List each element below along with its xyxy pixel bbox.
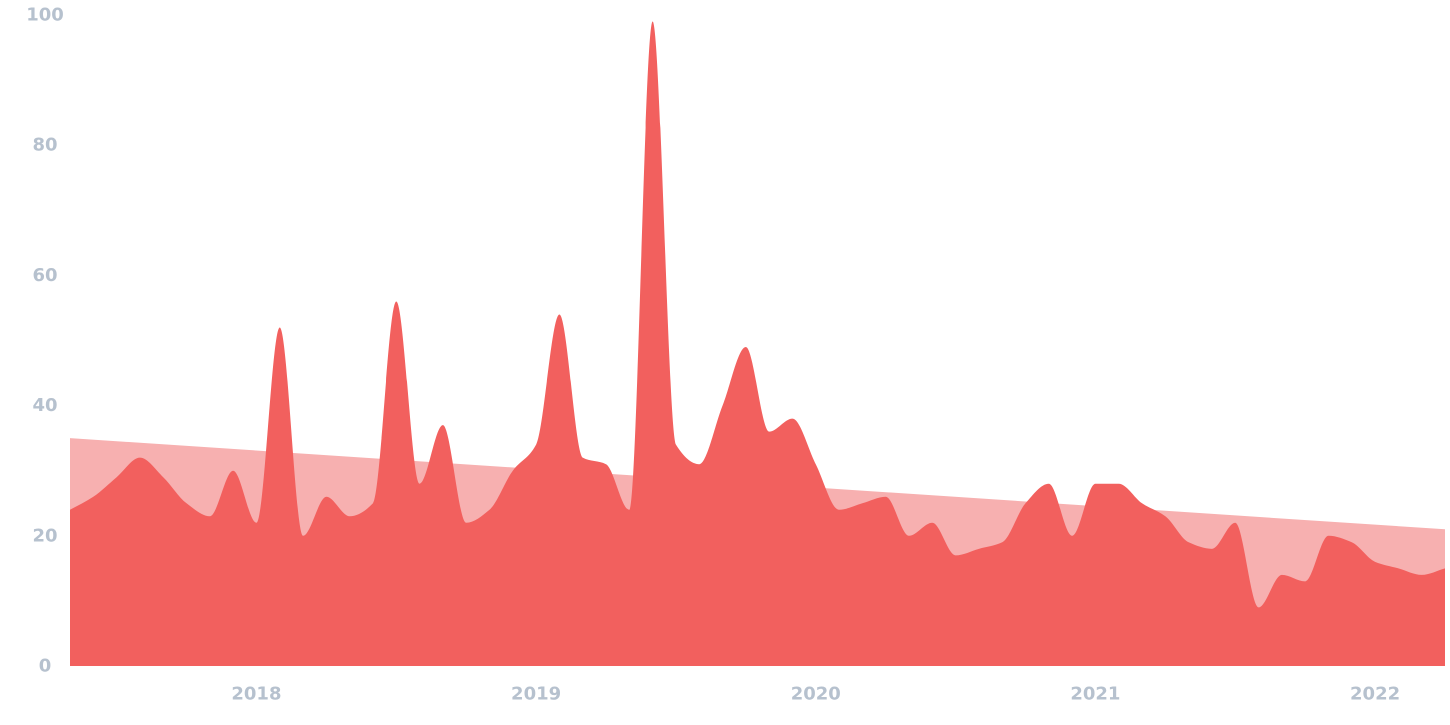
x-tick-label: 2019 [511,684,561,705]
monthly-area-layer [70,21,1445,666]
y-tick-label: 100 [26,5,64,26]
y-tick-label: 20 [32,525,57,546]
x-tick-label: 2021 [1070,684,1120,705]
y-tick-label: 0 [39,656,52,677]
monthly-area [70,21,1445,666]
x-axis: 2018 2019 2020 2021 2022 [231,684,1400,705]
y-tick-label: 80 [32,135,57,156]
y-tick-label: 40 [32,395,57,416]
y-tick-label: 60 [32,265,57,286]
y-axis: 0 20 40 60 80 100 [26,5,64,677]
x-tick-label: 2018 [231,684,281,705]
x-tick-label: 2020 [791,684,841,705]
x-tick-label: 2022 [1350,684,1400,705]
